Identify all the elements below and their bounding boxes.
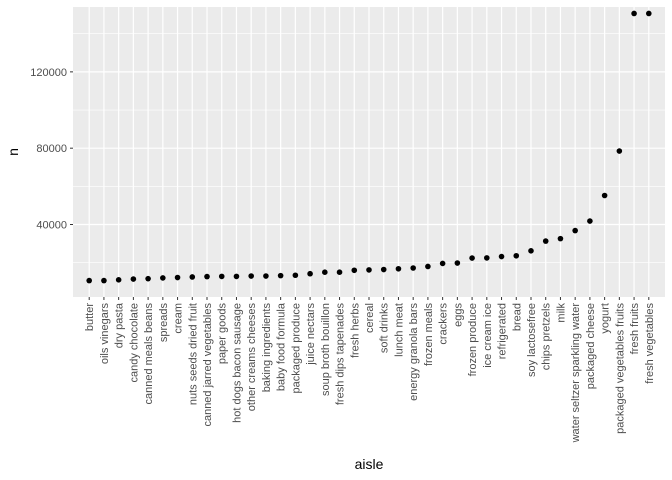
data-point: [542, 238, 549, 244]
x-tick-label: eggs: [452, 303, 464, 327]
x-tick-label: paper goods: [217, 303, 229, 365]
major-gridlines: [73, 7, 665, 297]
data-point: [336, 269, 343, 275]
data-point: [218, 273, 225, 280]
x-tick-label: candy chocolate: [128, 303, 140, 383]
x-tick-label: baby food formula: [276, 302, 288, 391]
x-tick-label: canned jarred vegetables: [202, 303, 214, 427]
x-axis-ticks: butter oils vinegars dry pasta candy chocol…: [84, 297, 656, 443]
x-tick-label: fresh fruits: [629, 303, 641, 355]
data-point: [513, 252, 520, 259]
data-point: [160, 275, 166, 281]
data-point: [587, 218, 593, 224]
data-point: [631, 10, 637, 17]
x-tick-label: water seltzer sparkling water: [570, 303, 582, 444]
data-point: [484, 255, 490, 261]
data-point: [115, 277, 122, 283]
data-point: [322, 269, 328, 275]
x-tick-label: nuts seeds dried fruit: [187, 303, 199, 405]
x-tick-label: butter: [84, 303, 96, 331]
data-point: [248, 273, 254, 279]
y-tick-label: 40000: [36, 220, 67, 232]
x-tick-label: ice cream ice: [482, 303, 494, 368]
x-tick-label: milk: [555, 303, 567, 323]
data-point: [380, 266, 387, 273]
data-point: [189, 274, 196, 280]
data-point: [101, 277, 107, 284]
data-point: [616, 148, 623, 154]
data-point: [601, 192, 608, 199]
x-tick-label: soft drinks: [379, 303, 391, 354]
x-tick-label: frozen produce: [467, 303, 479, 376]
x-tick-label: frozen meals: [423, 303, 435, 366]
data-point: [498, 253, 505, 260]
data-point: [410, 265, 416, 271]
x-tick-label: lunch meat: [393, 303, 405, 357]
data-point: [557, 235, 564, 242]
y-tick-label: 120000: [30, 67, 67, 79]
x-tick-label: yogurt: [600, 303, 612, 334]
data-point: [439, 260, 446, 267]
y-axis-ticks: 40000 80000 120000: [30, 67, 73, 232]
data-point: [572, 227, 578, 234]
x-tick-label: fresh vegetables: [644, 303, 656, 384]
x-tick-label: fresh dips tapenades: [335, 303, 347, 406]
x-tick-label: baking ingredients: [261, 303, 273, 393]
data-point: [454, 260, 461, 266]
x-tick-label: packaged produce: [290, 303, 302, 394]
data-point: [130, 276, 137, 282]
x-tick-label: dry pasta: [114, 302, 126, 348]
x-tick-label: soup broth bouillon: [320, 303, 332, 396]
data-point: [425, 263, 431, 270]
data-point: [395, 265, 402, 272]
x-tick-label: cereal: [364, 303, 376, 333]
y-tick-label: 80000: [36, 143, 67, 155]
data-point: [351, 267, 358, 274]
data-point: [277, 272, 284, 279]
data-point: [366, 267, 372, 273]
x-tick-label: canned meals beans: [143, 303, 155, 405]
x-axis-title: aisle: [355, 456, 384, 472]
x-tick-label: crackers: [438, 303, 450, 345]
x-tick-label: hot dogs bacon sausage: [231, 303, 243, 423]
data-point: [263, 273, 269, 279]
x-tick-label: bread: [511, 303, 523, 331]
x-tick-label: oils vinegars: [99, 303, 111, 365]
x-tick-label: chips pretzels: [541, 303, 553, 371]
x-tick-label: fresh herbs: [349, 303, 361, 359]
x-tick-label: cream: [173, 303, 185, 334]
data-point: [307, 270, 313, 277]
data-point: [646, 10, 652, 17]
x-tick-label: refrigerated: [497, 303, 509, 359]
x-tick-label: soy lactosefree: [526, 303, 538, 377]
x-tick-label: energy granola bars: [408, 303, 420, 401]
data-point: [174, 274, 181, 281]
x-tick-label: packaged cheese: [585, 303, 597, 389]
data-point: [292, 272, 299, 279]
data-point: [145, 275, 151, 282]
x-tick-label: juice nectars: [305, 303, 317, 366]
y-axis-title: n: [5, 148, 21, 156]
data-point: [528, 248, 534, 254]
data-point: [86, 277, 92, 284]
x-tick-label: other creams cheeses: [246, 303, 258, 412]
x-tick-label: spreads: [158, 303, 170, 343]
data-points: [86, 10, 652, 284]
data-point: [204, 273, 210, 280]
x-tick-label: packaged vegetables fruits: [614, 303, 626, 434]
data-point: [469, 255, 475, 261]
data-point: [233, 273, 240, 280]
